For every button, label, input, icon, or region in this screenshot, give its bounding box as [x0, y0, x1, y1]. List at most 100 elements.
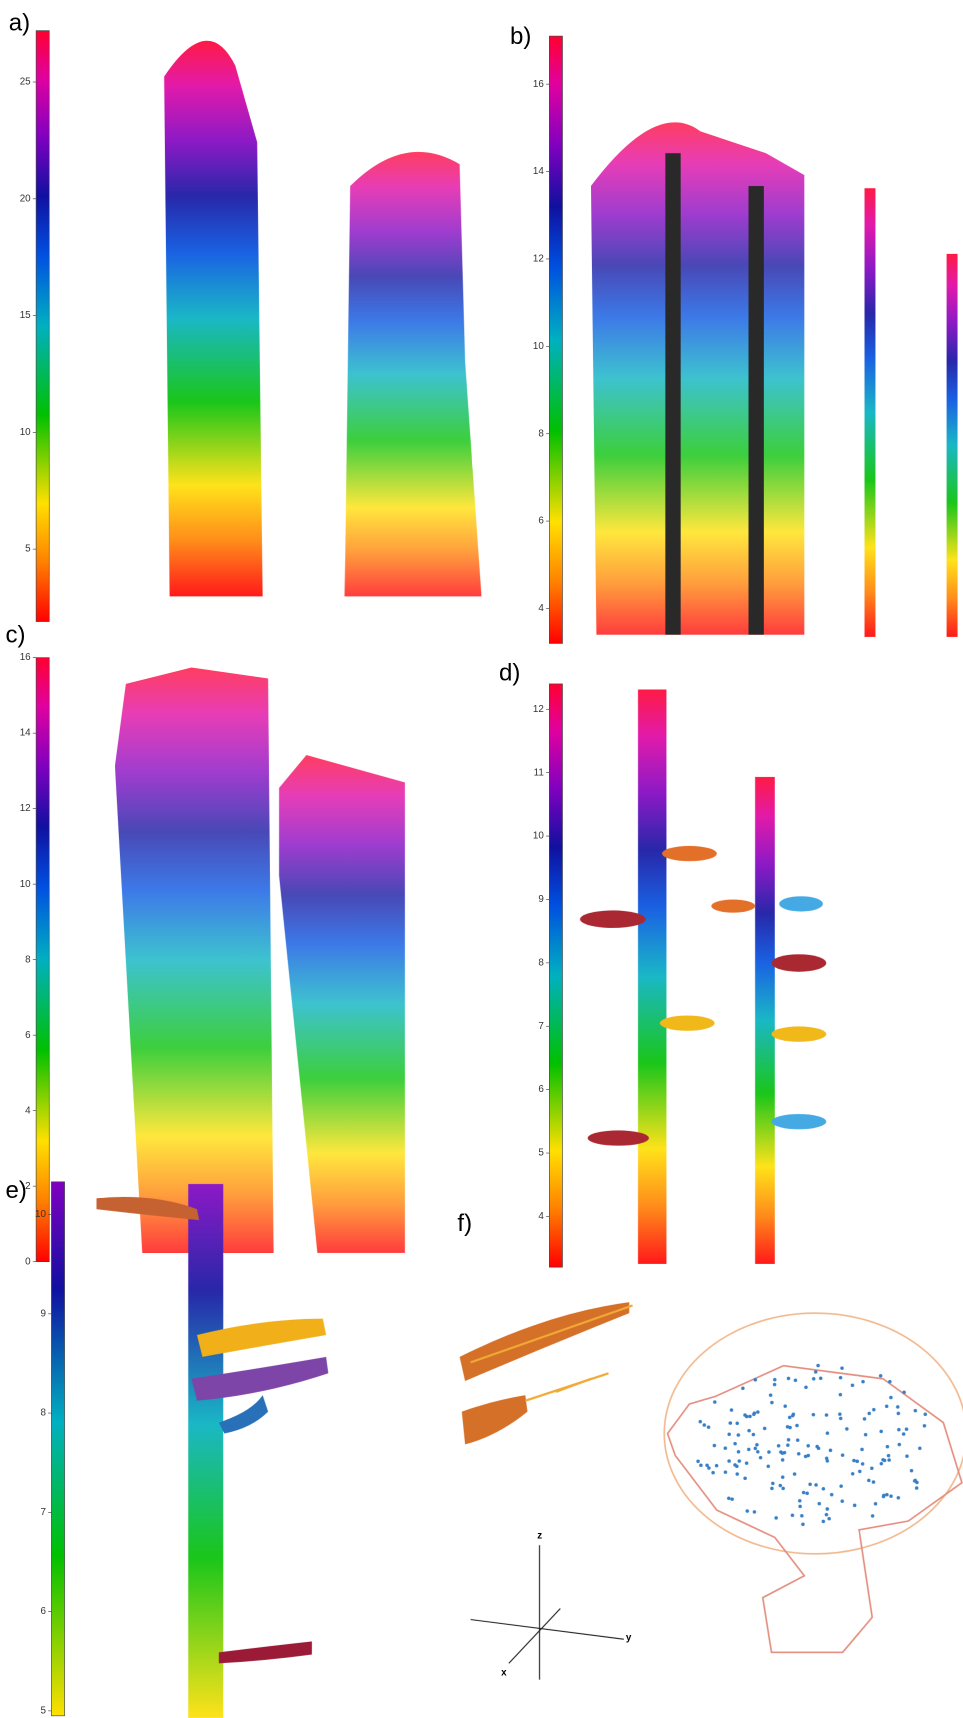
- tick-label: 10: [35, 1209, 46, 1220]
- point: [814, 1483, 818, 1487]
- point: [821, 1519, 826, 1524]
- point: [786, 1437, 791, 1442]
- point: [902, 1390, 906, 1395]
- point: [825, 1431, 830, 1435]
- point: [770, 1400, 774, 1405]
- point: [860, 1447, 864, 1452]
- tick-label: 14: [533, 166, 544, 177]
- point: [839, 1484, 843, 1488]
- point: [735, 1472, 739, 1476]
- point: [705, 1463, 709, 1467]
- point: [729, 1408, 734, 1412]
- point: [901, 1432, 906, 1436]
- point: [863, 1432, 868, 1437]
- point: [816, 1363, 820, 1368]
- point: [828, 1448, 833, 1453]
- point: [790, 1513, 795, 1518]
- point: [771, 1481, 775, 1486]
- tick-label: 8: [538, 428, 544, 439]
- point: [827, 1516, 831, 1521]
- colorbar: [51, 1181, 65, 1717]
- point: [914, 1486, 919, 1490]
- point: [736, 1433, 741, 1437]
- point: [811, 1377, 816, 1381]
- tick-label: 12: [533, 254, 544, 265]
- tick-label: 7: [538, 1021, 543, 1032]
- point: [867, 1411, 871, 1416]
- point: [780, 1475, 785, 1479]
- point: [871, 1480, 876, 1484]
- colorbar: [35, 30, 50, 622]
- point: [745, 1509, 750, 1513]
- tick-label: 5: [25, 544, 31, 555]
- axis-label: z: [537, 1531, 542, 1542]
- tick-label: 9: [538, 894, 543, 905]
- point: [897, 1442, 902, 1447]
- tick-label: 6: [25, 1030, 31, 1041]
- point: [872, 1407, 876, 1412]
- point: [850, 1383, 855, 1388]
- point: [909, 1468, 914, 1473]
- point: [772, 1382, 777, 1387]
- point: [780, 1451, 785, 1455]
- point: [797, 1499, 802, 1503]
- point: [751, 1432, 756, 1437]
- point: [806, 1453, 811, 1458]
- point: [838, 1392, 843, 1397]
- point: [748, 1414, 752, 1419]
- tick-label: 9: [40, 1308, 45, 1319]
- axis-label: y: [626, 1632, 632, 1643]
- point: [913, 1408, 918, 1413]
- point: [805, 1491, 809, 1496]
- point: [733, 1441, 737, 1446]
- point: [824, 1512, 829, 1517]
- point: [821, 1486, 826, 1491]
- point: [786, 1376, 791, 1381]
- tick-label: 6: [538, 516, 544, 527]
- point: [913, 1478, 917, 1483]
- point: [727, 1459, 731, 1463]
- tick-label: 4: [538, 603, 544, 614]
- point: [696, 1459, 700, 1464]
- panel-label: c): [5, 621, 25, 648]
- point: [737, 1459, 742, 1463]
- tick-label: 4: [538, 1211, 544, 1222]
- point: [800, 1513, 804, 1518]
- tick-label: 10: [533, 341, 544, 352]
- point: [818, 1376, 823, 1380]
- point: [727, 1432, 731, 1437]
- tick-label: 7: [40, 1507, 45, 1518]
- point: [897, 1427, 901, 1432]
- point: [741, 1386, 745, 1391]
- panel-label: b): [510, 23, 531, 50]
- tick-label: 12: [20, 803, 31, 814]
- point: [786, 1443, 790, 1447]
- point: [852, 1503, 857, 1508]
- point: [922, 1423, 927, 1428]
- point: [870, 1514, 875, 1518]
- point: [780, 1458, 785, 1462]
- point: [730, 1497, 734, 1501]
- point: [753, 1446, 758, 1451]
- point: [798, 1504, 802, 1509]
- point: [727, 1496, 731, 1500]
- point: [706, 1425, 711, 1429]
- tick-label: 10: [533, 831, 544, 842]
- point: [879, 1461, 884, 1466]
- point: [752, 1510, 757, 1514]
- point: [829, 1492, 834, 1497]
- point: [770, 1486, 774, 1491]
- point: [699, 1463, 703, 1468]
- point: [885, 1492, 889, 1497]
- point: [756, 1410, 760, 1414]
- tick-label: 16: [20, 652, 31, 663]
- point: [855, 1459, 859, 1464]
- point: [850, 1471, 855, 1476]
- point: [714, 1463, 719, 1468]
- colorbar: [549, 35, 563, 644]
- point: [774, 1516, 778, 1520]
- point: [889, 1494, 893, 1498]
- point: [758, 1455, 763, 1460]
- point: [838, 1416, 843, 1421]
- point: [766, 1464, 770, 1468]
